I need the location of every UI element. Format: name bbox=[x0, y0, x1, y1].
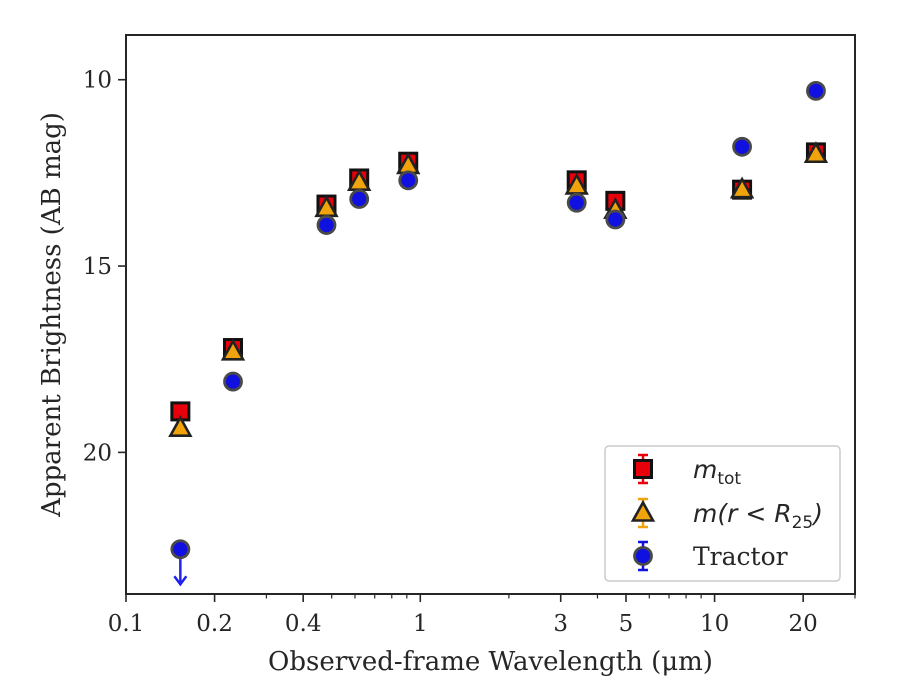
tractor-point bbox=[223, 371, 243, 392]
y-tick-label: 20 bbox=[83, 440, 112, 466]
x-axis-label: Observed-frame Wavelength (μm) bbox=[268, 647, 713, 677]
legend-label: Tractor bbox=[693, 542, 788, 571]
mr25-point bbox=[803, 141, 829, 164]
tractor-point bbox=[605, 209, 626, 230]
x-tick-label: 1 bbox=[413, 611, 428, 637]
x-tick-label: 3 bbox=[553, 611, 568, 637]
mr25-point bbox=[168, 414, 193, 437]
y-tick-label: 15 bbox=[83, 254, 112, 280]
x-tick-label: 5 bbox=[619, 611, 634, 637]
tractor-point bbox=[316, 215, 337, 235]
x-tick-label: 0.1 bbox=[108, 611, 145, 637]
y-tick-label: 10 bbox=[83, 68, 112, 94]
tractor-point bbox=[732, 136, 752, 157]
tractor-point bbox=[170, 539, 191, 560]
axes-frame bbox=[125, 34, 856, 595]
y-axis-label: Apparent Brightness (AB mag) bbox=[37, 112, 67, 518]
legend: mtot m(r < R25) Tractor bbox=[604, 445, 841, 582]
x-tick-label: 20 bbox=[789, 611, 818, 637]
legend-label: mtot bbox=[693, 455, 741, 489]
x-tick-label: 0.4 bbox=[285, 611, 322, 637]
upper-limit-arrow-head bbox=[173, 575, 188, 587]
tractor-point bbox=[806, 81, 826, 101]
legend-marker-square bbox=[633, 459, 653, 479]
series-square bbox=[170, 142, 826, 422]
tractor-point bbox=[349, 189, 370, 209]
x-tick-label: 10 bbox=[700, 611, 729, 637]
mr25-point bbox=[729, 176, 755, 199]
axis-ticks: 0.1 0.2 0.4 1 3 5 10 20 10 15 20 bbox=[83, 68, 856, 637]
data-marks bbox=[168, 81, 829, 587]
legend-box bbox=[604, 445, 841, 582]
series-triangle bbox=[168, 141, 829, 437]
tractor-point bbox=[566, 192, 587, 213]
x-tick-label: 0.2 bbox=[196, 611, 233, 637]
legend-label: m(r < R25) bbox=[693, 499, 823, 533]
tractor-point bbox=[398, 170, 419, 191]
legend-marker-triangle bbox=[630, 499, 656, 522]
legend-marker-circle bbox=[633, 546, 653, 566]
mr25-point bbox=[220, 338, 246, 361]
series-circle bbox=[170, 81, 826, 587]
